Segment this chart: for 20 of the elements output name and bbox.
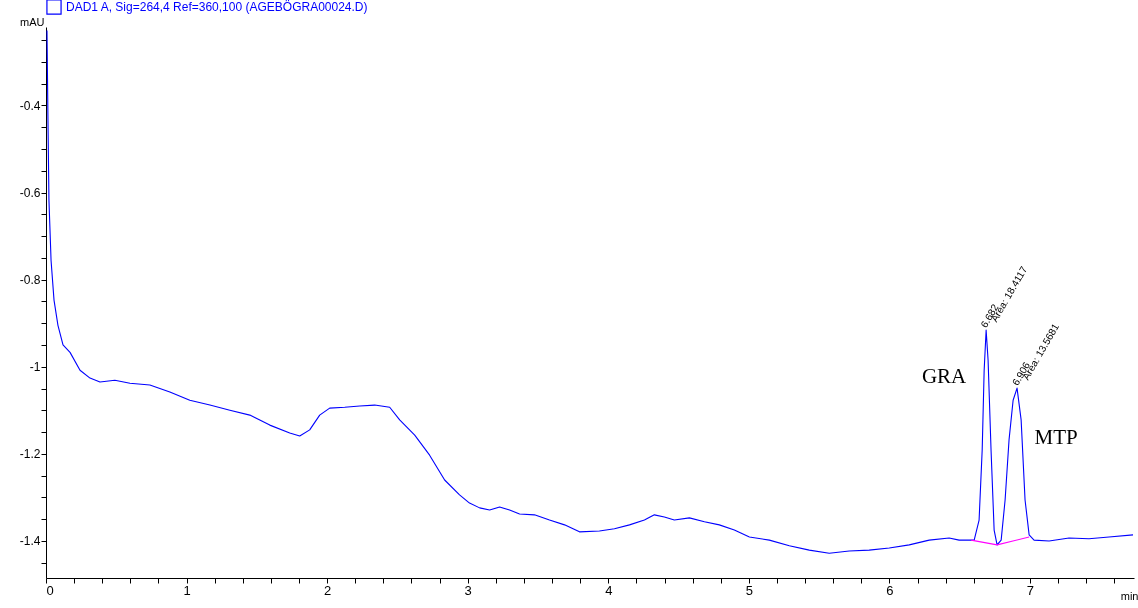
y-axis-title: mAU: [20, 15, 45, 28]
x-tick-label: 7: [1026, 582, 1035, 598]
x-tick-label: 2: [324, 582, 332, 598]
x-tick-label: 3: [464, 582, 472, 598]
y-tick-label: -1.2: [19, 447, 41, 462]
annotation: MTP: [1034, 425, 1078, 450]
y-tick-label: -0.8: [19, 273, 41, 288]
x-tick-label: 6: [886, 582, 894, 598]
line-series: [46, 29, 1134, 554]
y-tick-label: -1: [29, 360, 41, 375]
x-tick-label: 4: [605, 582, 613, 598]
x-tick-label: 5: [745, 582, 753, 598]
y-tick-label: -0.6: [19, 186, 41, 201]
x-tick-label: 0: [46, 582, 54, 598]
x-tick-label: 1: [183, 582, 191, 598]
y-tick-label: -1.4: [19, 534, 41, 549]
y-tick-label: -0.4: [19, 98, 41, 113]
x-axis-title: min: [1120, 589, 1138, 602]
annotation: GRA: [921, 364, 968, 389]
legend-label: DAD1 A, Sig=264,4 Ref=360,100 (AGEBÖGRA00024.D): [66, 0, 368, 14]
